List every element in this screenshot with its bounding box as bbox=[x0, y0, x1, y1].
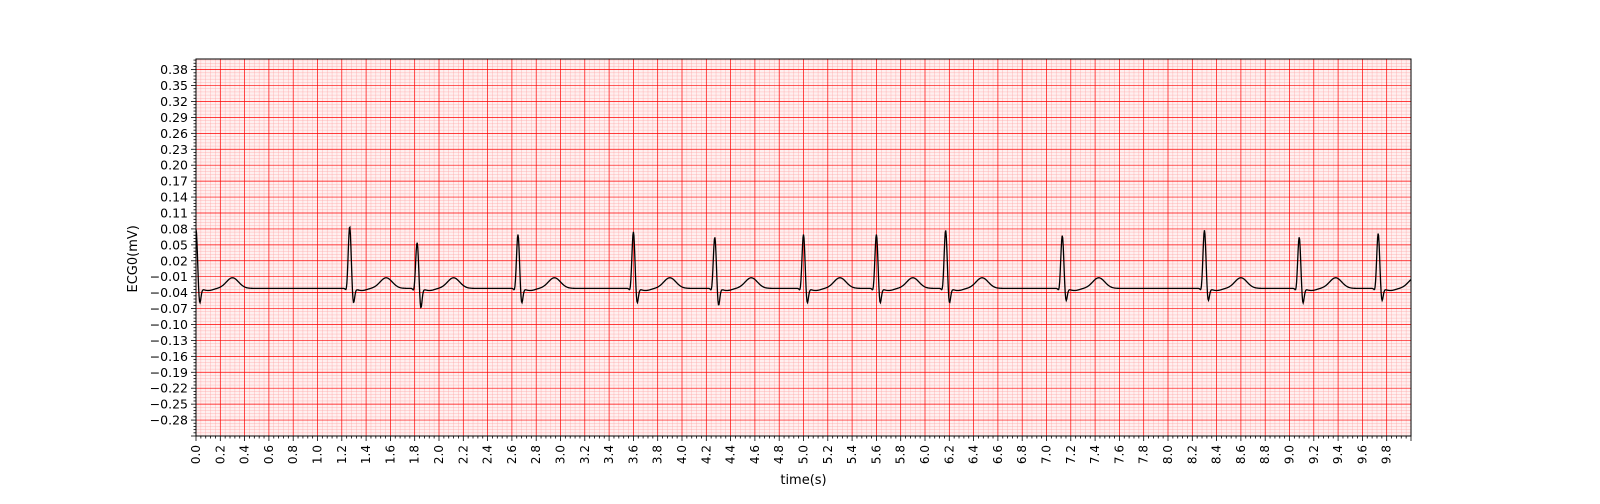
y-tick-label: −0.28 bbox=[150, 413, 188, 428]
x-tick-label: 9.0 bbox=[1283, 445, 1297, 464]
y-tick-label: 0.20 bbox=[160, 158, 188, 173]
x-tick-label: 9.2 bbox=[1307, 445, 1321, 464]
y-axis-label: ECG0(mV) bbox=[126, 225, 141, 292]
x-tick-label: 8.2 bbox=[1185, 445, 1199, 464]
major-grid bbox=[195, 59, 1412, 437]
x-tick-label: 3.4 bbox=[602, 445, 616, 464]
x-tick-label: 5.0 bbox=[797, 445, 811, 464]
y-tick-label: −0.13 bbox=[150, 333, 188, 348]
x-tick-label: 9.6 bbox=[1355, 445, 1369, 464]
x-tick-label: 0.4 bbox=[238, 445, 252, 464]
x-tick-label: 1.0 bbox=[311, 445, 325, 464]
y-axis: 0.380.350.320.290.260.230.200.170.140.11… bbox=[150, 59, 196, 437]
y-tick-label: −0.25 bbox=[150, 397, 188, 412]
x-tick-label: 6.6 bbox=[991, 445, 1005, 464]
x-tick-label: 0.6 bbox=[262, 445, 276, 464]
ecg-trace-line bbox=[195, 225, 1412, 309]
x-tick-label: 8.0 bbox=[1161, 445, 1175, 464]
x-axis: 0.0 0.2 0.4 0.6 0.8 1.0 1.2 1.4 1.6 1.8 2.0 2.2 2.4 2… bbox=[189, 436, 1412, 464]
x-tick-label: 6.8 bbox=[1015, 445, 1029, 464]
x-tick-label: 5.8 bbox=[894, 445, 908, 464]
x-tick-label: 3.8 bbox=[651, 445, 665, 464]
x-tick-label: 9.8 bbox=[1380, 445, 1394, 464]
y-tick-label: −0.01 bbox=[150, 269, 188, 284]
y-tick-label: 0.29 bbox=[160, 110, 188, 125]
y-tick-label: −0.04 bbox=[150, 285, 188, 300]
x-tick-label: 4.2 bbox=[699, 445, 713, 464]
y-tick-label: −0.16 bbox=[150, 349, 188, 364]
y-tick-label: 0.23 bbox=[160, 142, 188, 157]
y-tick-label: 0.35 bbox=[160, 78, 188, 93]
x-tick-label: 4.6 bbox=[748, 445, 762, 464]
y-tick-label: 0.26 bbox=[160, 126, 188, 141]
x-tick-label: 8.6 bbox=[1234, 445, 1248, 464]
x-tick-label: 1.6 bbox=[383, 445, 397, 464]
x-tick-label: 1.4 bbox=[359, 445, 373, 464]
x-tick-label: 4.4 bbox=[724, 445, 738, 464]
y-tick-label: 0.14 bbox=[160, 190, 188, 205]
x-tick-label: 5.6 bbox=[869, 445, 883, 464]
x-tick-label: 7.4 bbox=[1088, 445, 1102, 464]
x-tick-label: 8.4 bbox=[1210, 445, 1224, 464]
x-tick-label: 3.2 bbox=[578, 445, 592, 464]
y-tick-label: 0.32 bbox=[160, 94, 188, 109]
y-tick-label: 0.05 bbox=[160, 237, 188, 252]
x-tick-label: 6.2 bbox=[942, 445, 956, 464]
x-tick-label: 9.4 bbox=[1331, 445, 1345, 464]
x-tick-label: 3.0 bbox=[554, 445, 568, 464]
y-tick-label: 0.17 bbox=[160, 174, 188, 189]
y-tick-label: 0.11 bbox=[160, 205, 188, 220]
x-tick-label: 6.4 bbox=[967, 445, 981, 464]
y-tick-label: 0.38 bbox=[160, 62, 188, 77]
x-tick-label: 5.2 bbox=[821, 445, 835, 464]
y-tick-label: 0.02 bbox=[160, 253, 188, 268]
x-tick-label: 8.8 bbox=[1258, 445, 1272, 464]
x-tick-label: 7.6 bbox=[1112, 445, 1126, 464]
x-tick-label: 7.0 bbox=[1040, 445, 1054, 464]
y-tick-label: −0.19 bbox=[150, 365, 188, 380]
x-tick-label: 5.4 bbox=[845, 445, 859, 464]
x-tick-label: 0.0 bbox=[189, 445, 203, 464]
x-tick-label: 4.8 bbox=[772, 445, 786, 464]
x-tick-label: 7.8 bbox=[1137, 445, 1151, 464]
x-tick-label: 0.8 bbox=[286, 445, 300, 464]
x-tick-label: 0.2 bbox=[213, 445, 227, 464]
y-tick-label: −0.07 bbox=[150, 301, 188, 316]
x-tick-label: 2.2 bbox=[456, 445, 470, 464]
x-tick-label: 2.4 bbox=[481, 445, 495, 464]
x-tick-label: 6.0 bbox=[918, 445, 932, 464]
y-tick-label: 0.08 bbox=[160, 221, 188, 236]
x-tick-label: 7.2 bbox=[1064, 445, 1078, 464]
x-tick-label: 1.8 bbox=[408, 445, 422, 464]
x-tick-label: 4.0 bbox=[675, 445, 689, 464]
x-tick-label: 1.2 bbox=[335, 445, 349, 464]
y-tick-label: −0.10 bbox=[150, 317, 188, 332]
x-tick-label: 2.0 bbox=[432, 445, 446, 464]
x-axis-label: time(s) bbox=[780, 473, 826, 488]
x-tick-label: 2.6 bbox=[505, 445, 519, 464]
ecg-trace-group bbox=[195, 225, 1412, 309]
x-tick-label: 3.6 bbox=[626, 445, 640, 464]
y-tick-label: −0.22 bbox=[150, 381, 188, 396]
x-tick-label: 2.8 bbox=[529, 445, 543, 464]
